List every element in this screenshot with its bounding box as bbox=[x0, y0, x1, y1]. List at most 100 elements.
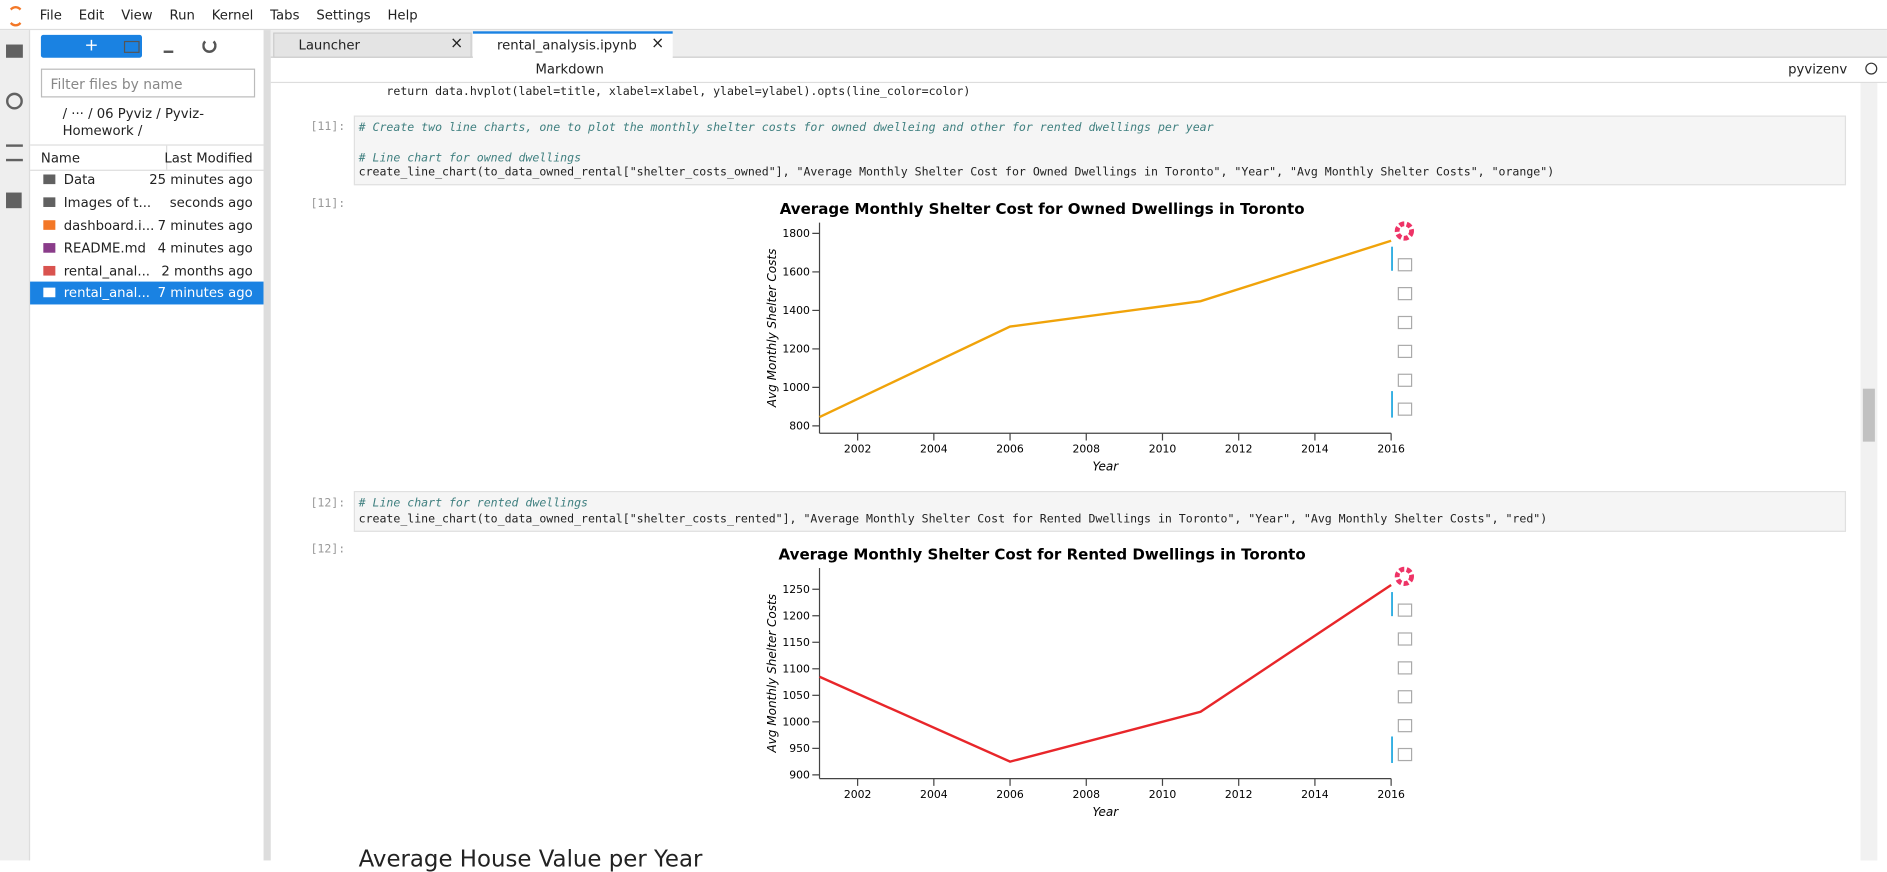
x-tick-label: 2012 bbox=[1225, 788, 1253, 801]
toolbar-tool[interactable] bbox=[1397, 632, 1413, 646]
y-tick-label: 1200 bbox=[782, 343, 810, 356]
file-row[interactable]: rental_anal... 2 months ago bbox=[30, 260, 263, 283]
menu-bar: File Edit View Run Kernel Tabs Settings Help bbox=[0, 0, 1887, 31]
toc-icon[interactable] bbox=[6, 144, 23, 162]
file-modified: 25 minutes ago bbox=[149, 172, 253, 188]
x-tick-label: 2010 bbox=[1149, 442, 1177, 455]
menu-item[interactable]: Tabs bbox=[270, 7, 300, 23]
toolbar-divider bbox=[1391, 736, 1393, 763]
file-name: Images of t... bbox=[63, 194, 152, 211]
folder-icon[interactable] bbox=[6, 44, 23, 58]
menu-item[interactable]: Edit bbox=[78, 7, 105, 23]
y-tick-label: 1050 bbox=[782, 689, 810, 702]
y-tick-label: 900 bbox=[789, 768, 810, 781]
x-tick-label: 2008 bbox=[1072, 788, 1100, 801]
chart: Average Monthly Shelter Cost for Rented … bbox=[765, 546, 1414, 819]
x-tick-label: 2014 bbox=[1301, 788, 1329, 801]
x-tick-label: 2004 bbox=[920, 788, 948, 801]
tab-active[interactable]: rental_analysis.ipynb × bbox=[472, 31, 673, 59]
data-line bbox=[818, 239, 1392, 419]
new-folder-button[interactable] bbox=[123, 40, 140, 53]
x-tick-label: 2012 bbox=[1225, 442, 1253, 455]
scrollbar[interactable] bbox=[1860, 83, 1878, 861]
column-header[interactable]: Last Modified bbox=[164, 150, 253, 167]
menu-item[interactable]: Run bbox=[169, 7, 195, 23]
menu-item[interactable]: Kernel bbox=[211, 7, 254, 23]
kernel-status bbox=[1865, 62, 1878, 75]
y-axis-label: Avg Monthly Shelter Costs bbox=[765, 248, 779, 408]
x-tick-label: 2006 bbox=[996, 788, 1024, 801]
toolbar-tool[interactable] bbox=[1397, 661, 1413, 675]
chart: Average Monthly Shelter Cost for Owned D… bbox=[765, 200, 1414, 474]
menu-item[interactable]: File bbox=[39, 7, 62, 23]
y-tick-label: 1600 bbox=[782, 266, 810, 279]
y-tick-label: 1150 bbox=[782, 636, 810, 649]
y-tick-label: 1100 bbox=[782, 662, 810, 675]
y-tick-label: 1250 bbox=[782, 583, 810, 596]
toolbar-tool[interactable] bbox=[1397, 373, 1413, 387]
data-line bbox=[819, 583, 1392, 763]
x-tick-label: 2008 bbox=[1072, 442, 1100, 455]
chart-title: Average Monthly Shelter Cost for Rented … bbox=[779, 546, 1306, 564]
input-prompt: [12]: bbox=[310, 497, 346, 511]
toolbar-tool[interactable] bbox=[1397, 747, 1413, 762]
file-modified: seconds ago bbox=[169, 194, 253, 211]
toolbar-tool[interactable] bbox=[1397, 719, 1413, 733]
toolbar-divider bbox=[1391, 592, 1393, 617]
tab-label: Launcher bbox=[298, 37, 360, 53]
file-row[interactable]: README.md 4 minutes ago bbox=[30, 237, 263, 260]
splitter[interactable] bbox=[263, 30, 271, 861]
column-header[interactable]: Name bbox=[40, 150, 80, 167]
filter-box[interactable]: Filter files by name bbox=[40, 68, 256, 98]
tab[interactable]: Launcher × bbox=[273, 32, 472, 58]
upload-button[interactable] bbox=[163, 39, 174, 53]
code-line: create_line_chart(to_data_owned_rental["… bbox=[358, 512, 1548, 526]
y-axis-label: Avg Monthly Shelter Costs bbox=[765, 593, 779, 753]
code-cell[interactable]: # Line chart for rented dwellings create… bbox=[353, 490, 1847, 532]
y-tick-label: 800 bbox=[789, 420, 810, 433]
running-icon[interactable] bbox=[6, 92, 23, 110]
menu-item[interactable]: Settings bbox=[316, 7, 371, 23]
file-name: rental_anal... bbox=[63, 285, 150, 301]
y-tick-label: 1000 bbox=[782, 381, 810, 394]
file-modified: 7 minutes ago bbox=[157, 285, 253, 301]
x-tick-label: 2002 bbox=[844, 788, 872, 801]
file-name: dashboard.i... bbox=[63, 217, 155, 234]
kernel-name[interactable]: pyvizenv bbox=[1788, 61, 1848, 78]
x-tick-label: 2016 bbox=[1377, 442, 1405, 455]
toolbar-divider bbox=[1391, 246, 1393, 271]
input-prompt: [11]: bbox=[310, 120, 346, 134]
toolbar-tool[interactable] bbox=[1397, 287, 1413, 301]
menu-item[interactable]: View bbox=[121, 7, 153, 23]
menu-item[interactable]: Help bbox=[387, 7, 418, 23]
file-modified: 2 months ago bbox=[161, 263, 253, 280]
x-tick-label: 2016 bbox=[1377, 788, 1405, 801]
toolbar-tool[interactable] bbox=[1397, 315, 1413, 330]
toolbar-tool[interactable] bbox=[1397, 603, 1413, 617]
toolbar-tool[interactable] bbox=[1397, 258, 1413, 272]
toolbar-tool[interactable] bbox=[1397, 344, 1413, 359]
x-tick-label: 2002 bbox=[844, 442, 872, 455]
y-tick-label: 1800 bbox=[782, 227, 810, 240]
code-line: return data.hvplot(label=title, xlabel=x… bbox=[358, 85, 971, 99]
extension-icon[interactable] bbox=[6, 192, 22, 209]
code-cell[interactable]: # Create two line charts, one to plot th… bbox=[353, 115, 1847, 186]
file-row[interactable]: Data 25 minutes ago bbox=[30, 168, 263, 191]
new-launcher-button[interactable]: + bbox=[40, 34, 143, 58]
output-prompt: [11]: bbox=[310, 197, 346, 211]
breadcrumb-text: / ··· / 06 Pyviz / Pyviz-Homework / bbox=[62, 105, 205, 139]
breadcrumb[interactable]: / ··· / 06 Pyviz / Pyviz-Homework / bbox=[43, 106, 243, 140]
x-tick-label: 2010 bbox=[1149, 788, 1177, 801]
file-row[interactable]: dashboard.i... 7 minutes ago bbox=[30, 214, 263, 237]
file-row[interactable]: Images of t... seconds ago bbox=[30, 191, 263, 214]
toolbar-tool[interactable] bbox=[1397, 402, 1413, 416]
file-row-selected[interactable]: rental_anal... 7 minutes ago bbox=[30, 281, 264, 305]
refresh-button[interactable] bbox=[202, 38, 217, 53]
cell-type-select[interactable]: Markdown bbox=[535, 61, 604, 78]
code-comment: # Line chart for rented dwellings bbox=[358, 497, 588, 511]
x-tick-label: 2004 bbox=[920, 442, 948, 455]
toolbar-tool[interactable] bbox=[1397, 690, 1413, 704]
x-axis-label: Year bbox=[1092, 805, 1119, 819]
